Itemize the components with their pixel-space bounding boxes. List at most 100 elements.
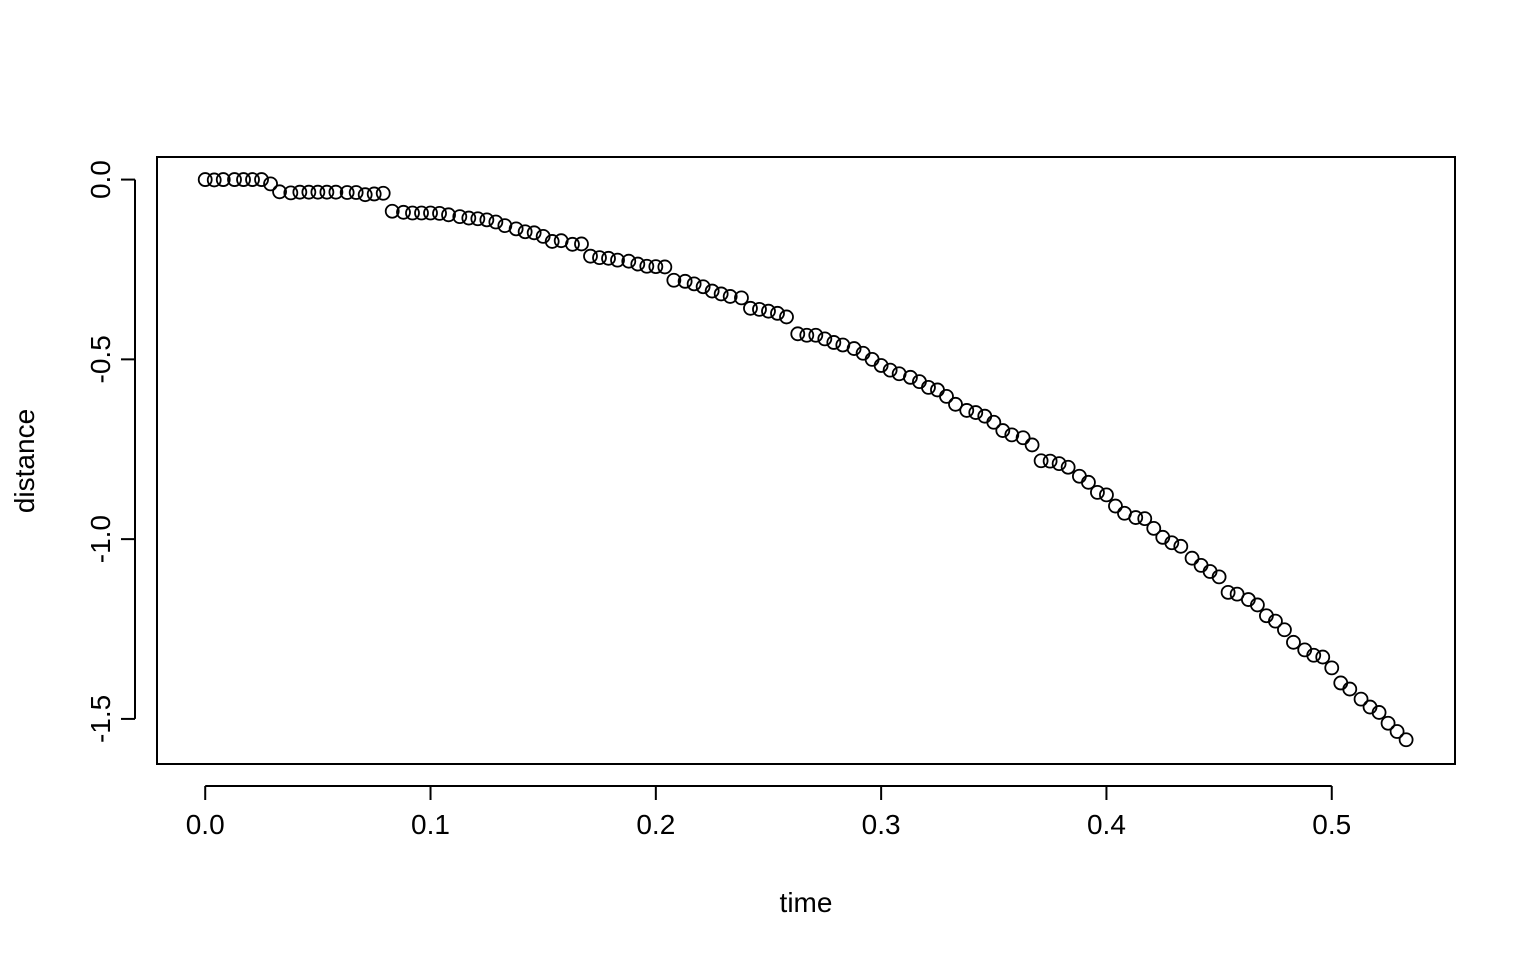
data-point: [1389, 724, 1405, 739]
data-point: [357, 187, 373, 203]
data-point: [1099, 487, 1114, 503]
data-point: [339, 185, 355, 200]
data-point: [639, 258, 655, 274]
data-point: [1004, 427, 1020, 443]
data-point: [1060, 459, 1076, 475]
data-point: [479, 212, 495, 228]
data-point: [1380, 715, 1396, 731]
data-point: [921, 380, 936, 395]
y-tick-label: -1.0: [85, 515, 116, 563]
data-point: [864, 351, 880, 367]
data-point: [1268, 613, 1283, 629]
data-point: [1184, 550, 1200, 566]
data-point: [206, 172, 222, 188]
data-point: [752, 301, 767, 317]
data-point: [526, 225, 542, 241]
y-axis: 0.0 -0.5 -1.0 -1.5: [85, 160, 136, 743]
data-point: [995, 423, 1011, 438]
data-point: [1371, 705, 1387, 720]
data-point: [846, 341, 862, 356]
data-point: [1211, 569, 1227, 585]
data-point: [544, 234, 560, 249]
x-tick-label: 0.4: [1087, 809, 1126, 840]
data-point: [808, 327, 824, 343]
data-point: [1024, 437, 1040, 453]
data-point: [1193, 557, 1209, 573]
data-point: [1220, 584, 1236, 600]
data-point: [574, 236, 589, 252]
data-point: [610, 252, 625, 268]
data-point: [1128, 510, 1144, 525]
data-point: [939, 388, 954, 404]
data-point: [1146, 520, 1162, 536]
x-tick-label: 0.1: [411, 809, 450, 840]
data-point: [396, 204, 411, 220]
data-point: [384, 203, 400, 219]
data-point: [790, 326, 806, 342]
x-axis-label: time: [780, 887, 833, 918]
data-point: [592, 250, 607, 266]
data-point: [319, 184, 335, 200]
data-point: [882, 362, 898, 378]
data-point: [630, 256, 646, 272]
data-point: [826, 335, 842, 350]
data-point: [959, 403, 975, 418]
data-point: [197, 172, 213, 187]
data-point: [470, 211, 486, 227]
x-tick-label: 0.5: [1312, 809, 1351, 840]
data-point: [508, 221, 524, 237]
data-point: [441, 207, 456, 223]
data-point: [657, 259, 673, 275]
data-point: [704, 283, 720, 299]
data-point: [873, 358, 889, 373]
data-point: [770, 305, 785, 321]
data-point: [254, 172, 269, 187]
data-point: [1277, 622, 1292, 638]
data-point: [1090, 484, 1105, 500]
data-point: [1333, 675, 1349, 691]
data-point: [1108, 498, 1123, 514]
data-point: [1324, 660, 1340, 676]
data-point: [565, 236, 580, 252]
data-point: [686, 276, 702, 292]
data-point: [648, 259, 664, 274]
data-point: [245, 172, 260, 187]
data-point: [432, 205, 447, 221]
data-point: [601, 250, 616, 266]
data-point: [1173, 538, 1189, 554]
data-point: [948, 396, 963, 412]
data-point: [903, 369, 918, 385]
data-point: [452, 209, 468, 225]
data-point: [1398, 732, 1414, 748]
data-point: [236, 172, 251, 187]
data-point: [761, 303, 776, 319]
data-point: [1353, 691, 1369, 707]
data-point: [799, 327, 815, 343]
data-point: [1015, 430, 1031, 446]
data-point: [1250, 597, 1265, 613]
data-point: [1306, 647, 1322, 663]
data-point: [423, 205, 438, 221]
x-axis: 0.0 0.1 0.2 0.3 0.4 0.5: [186, 785, 1351, 840]
data-point: [817, 331, 833, 347]
data-point: [1033, 453, 1049, 469]
data-point: [621, 253, 637, 269]
data-point: [263, 176, 278, 192]
data-point: [695, 279, 711, 295]
x-tick-label: 0.3: [862, 809, 901, 840]
y-tick-label: -0.5: [85, 335, 116, 383]
data-point: [215, 172, 231, 187]
data-point: [930, 382, 945, 398]
data-point: [488, 214, 504, 230]
data-point: [328, 184, 344, 200]
x-tick-label: 0.2: [636, 809, 675, 840]
data-point: [227, 172, 242, 187]
data-point: [1137, 511, 1153, 527]
y-axis-label: distance: [9, 409, 40, 513]
data-point: [414, 205, 429, 221]
data-point: [405, 205, 420, 221]
data-point: [1081, 474, 1096, 490]
data-point: [1342, 681, 1358, 697]
data-point: [1315, 649, 1331, 665]
